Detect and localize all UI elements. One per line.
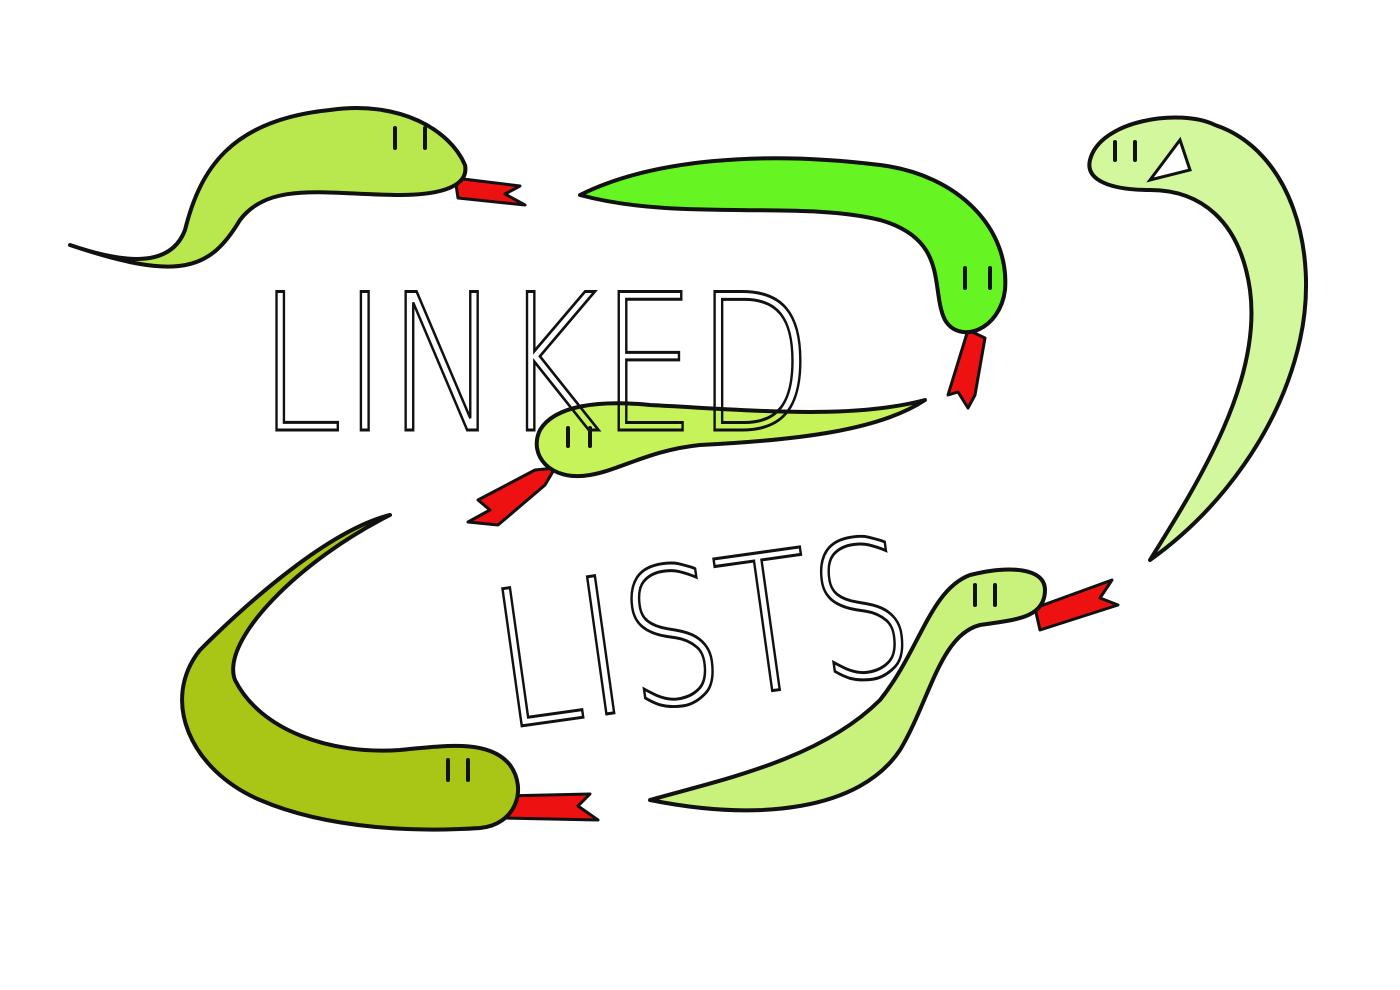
snake	[466, 398, 927, 527]
snake-body	[1087, 115, 1308, 562]
snake-body	[68, 106, 468, 269]
snake	[180, 513, 600, 832]
snake-body	[180, 513, 520, 832]
snake	[68, 106, 527, 269]
snake	[1087, 115, 1308, 562]
snake-body	[648, 567, 1047, 813]
snake-body	[534, 398, 927, 479]
tongue	[946, 328, 987, 410]
teeth	[1146, 136, 1192, 183]
tongue	[466, 466, 557, 527]
title-line: LINKED	[258, 254, 813, 475]
snake	[648, 567, 1120, 813]
tongue	[453, 176, 527, 207]
snake	[578, 156, 1008, 410]
tongue	[1033, 578, 1120, 632]
snake-body	[578, 156, 1008, 335]
